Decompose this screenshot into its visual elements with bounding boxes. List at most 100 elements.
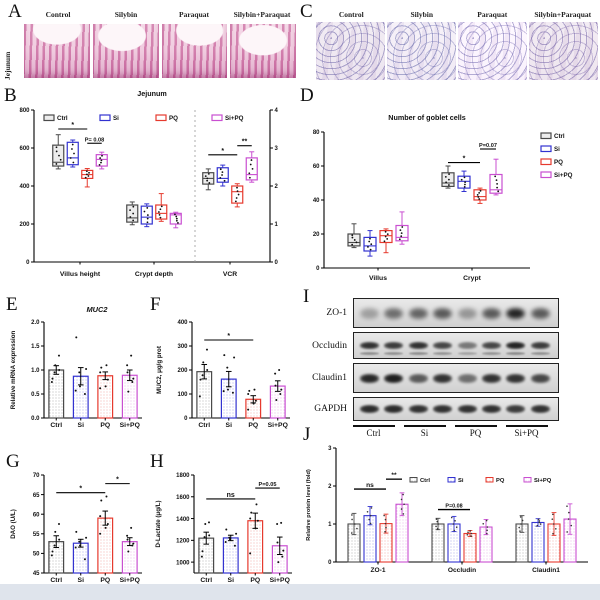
data-point	[437, 523, 440, 525]
legend-label: Si	[458, 478, 464, 484]
data-point	[158, 213, 161, 216]
data-point	[200, 555, 203, 558]
legend-swatch-sipq	[523, 477, 532, 483]
lane-group-label: Ctrl	[366, 428, 381, 438]
legend-label: Si+PQ	[225, 115, 244, 122]
data-point	[250, 511, 253, 514]
y2-tick-label: 3	[275, 146, 279, 152]
y-tick-label: 300	[177, 344, 188, 350]
data-point	[235, 197, 238, 199]
data-point	[454, 519, 456, 522]
y-tick-label: 50	[33, 552, 40, 558]
y-tick-label: 1400	[176, 517, 190, 523]
legend-swatch-si	[540, 145, 552, 153]
blot-membrane	[353, 363, 559, 393]
x-category-label: Si	[78, 577, 85, 584]
x-category-label: PQ	[248, 422, 258, 429]
histology-c-label-silybin: Silybin	[410, 10, 433, 19]
protein-band-doublet	[384, 352, 404, 355]
data-point	[495, 179, 498, 182]
y-tick-label: 20	[313, 232, 320, 238]
data-point	[53, 371, 56, 374]
histology-image-a-silybin	[92, 24, 159, 78]
blot-row-label: Claudin1	[312, 373, 347, 383]
data-point	[400, 498, 403, 501]
data-point	[54, 364, 57, 367]
bar-si	[531, 521, 545, 563]
data-point	[445, 181, 448, 184]
data-point	[370, 507, 373, 509]
data-point	[228, 536, 231, 539]
data-point	[567, 518, 570, 520]
data-point	[87, 175, 90, 177]
lane-group: Si+PQ	[501, 425, 552, 438]
data-point	[106, 378, 109, 381]
sig-label: **	[242, 139, 248, 146]
y-tick-label: 2.0	[31, 320, 40, 326]
box-ctrl	[441, 172, 455, 188]
data-point	[219, 168, 222, 171]
y-axis-label: DAO (U/L)	[10, 509, 17, 539]
box-si	[140, 205, 153, 225]
chart-h-dlactate-bar: D-Lactate (μg/L) 1000 1200 1400 1600 1800 Ctrl…	[155, 473, 292, 584]
protein-band	[506, 405, 526, 413]
y-tick-label: 1.5	[31, 344, 40, 350]
data-point	[132, 205, 135, 208]
data-point	[369, 514, 372, 517]
data-point	[231, 391, 234, 394]
x-category-label: Si	[226, 422, 233, 429]
data-point	[84, 176, 87, 179]
data-point	[367, 246, 369, 248]
data-point	[221, 174, 223, 176]
data-point	[552, 532, 554, 535]
data-point	[248, 176, 251, 179]
legend-swatch-ctrl	[409, 477, 418, 483]
blot-row: Claudin1	[303, 363, 597, 393]
data-point	[538, 520, 541, 522]
data-point	[384, 530, 386, 533]
data-point	[353, 239, 356, 241]
data-point	[403, 503, 405, 506]
y-tick-label: 200	[19, 222, 30, 228]
blot-membrane	[353, 397, 559, 421]
data-point	[78, 385, 81, 388]
x-category-label: Ctrl	[198, 422, 210, 429]
data-point	[104, 385, 107, 388]
lane-group-label: Si+PQ	[514, 428, 539, 438]
protein-band-doublet	[482, 352, 501, 355]
data-point	[69, 157, 72, 159]
data-point	[551, 518, 554, 520]
data-point	[58, 154, 60, 157]
data-point	[351, 234, 354, 237]
blot-row-label: ZO-1	[326, 308, 347, 318]
chart-f-muc2-protein-bar: MUC2, μg/g prot 0 100 200 300 400 Ctrl Si PQ Si+P…	[156, 320, 290, 429]
box-sipq	[489, 173, 503, 194]
blot-row: ZO-1	[303, 298, 597, 328]
bar-pq	[97, 375, 114, 419]
data-point	[225, 528, 228, 531]
data-point	[55, 146, 58, 149]
y-tick-label: 1	[328, 522, 332, 528]
row-label-jejunum: Jejunum	[3, 51, 12, 80]
protein-band-doublet	[530, 352, 550, 355]
x-category-label: VCR	[223, 271, 237, 278]
data-point	[222, 390, 225, 393]
data-point	[129, 216, 132, 218]
protein-band	[408, 307, 428, 319]
y-axis-label: MUC2, μg/g prot	[156, 346, 163, 394]
data-point	[455, 526, 458, 529]
data-point	[496, 182, 498, 185]
data-point	[249, 552, 252, 555]
data-point	[486, 526, 489, 528]
western-blot-panel: ZO-1 Occludin Claudin1 GAPDH Ctrl Si PQ Si+PQ	[303, 298, 597, 438]
sig-label: P=0.05	[259, 482, 277, 488]
legend-swatch-sipq	[540, 171, 552, 179]
panel-label-f: F	[150, 294, 161, 315]
histology-a-column-labels: Control Silybin Paraquat Silybin+Paraqua…	[24, 10, 296, 19]
protein-band-doublet	[506, 352, 526, 355]
legend-swatch-sipq	[211, 114, 223, 122]
data-point	[223, 179, 226, 182]
histology-c-label-silybin-paraquat: Silybin+Paraquat	[534, 10, 592, 19]
data-point	[99, 532, 102, 535]
data-point	[159, 208, 162, 211]
